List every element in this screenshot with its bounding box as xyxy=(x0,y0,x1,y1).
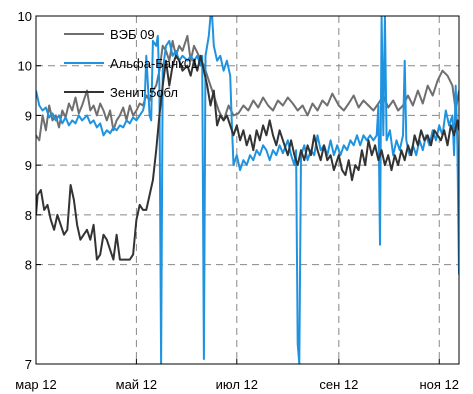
y-tick-label: 9 xyxy=(25,108,32,123)
legend: ВЭБ 09 Альфа-Банк01 Зенит 5обл xyxy=(64,27,198,100)
x-tick-label: мар 12 xyxy=(15,377,56,392)
grid xyxy=(36,16,459,364)
plot-background xyxy=(36,16,459,364)
x-axis: мар 12 май 12 июл 12 сен 12 ноя 12 xyxy=(15,359,459,392)
legend-label-3: Зенит 5обл xyxy=(110,85,178,100)
y-tick-label: 8 xyxy=(25,208,32,223)
y-tick-label: 7 xyxy=(25,357,32,372)
series-line-2 xyxy=(36,16,459,364)
x-tick-label: май 12 xyxy=(116,377,158,392)
y-axis: 10 10 9 9 8 8 7 xyxy=(18,9,41,372)
x-tick-label: июл 12 xyxy=(216,377,258,392)
series-line-1 xyxy=(36,34,459,142)
legend-label-2: Альфа-Банк01 xyxy=(110,56,198,71)
y-tick-label: 8 xyxy=(25,258,32,273)
x-tick-label: сен 12 xyxy=(319,377,358,392)
y-tick-label: 10 xyxy=(18,9,32,24)
series-layer xyxy=(36,16,459,364)
legend-label-1: ВЭБ 09 xyxy=(110,27,155,42)
y-tick-label: 10 xyxy=(18,59,32,74)
y-tick-label: 9 xyxy=(25,158,32,173)
x-tick-label: ноя 12 xyxy=(419,377,459,392)
series-line-3 xyxy=(36,54,459,261)
plot-frame xyxy=(35,15,460,365)
